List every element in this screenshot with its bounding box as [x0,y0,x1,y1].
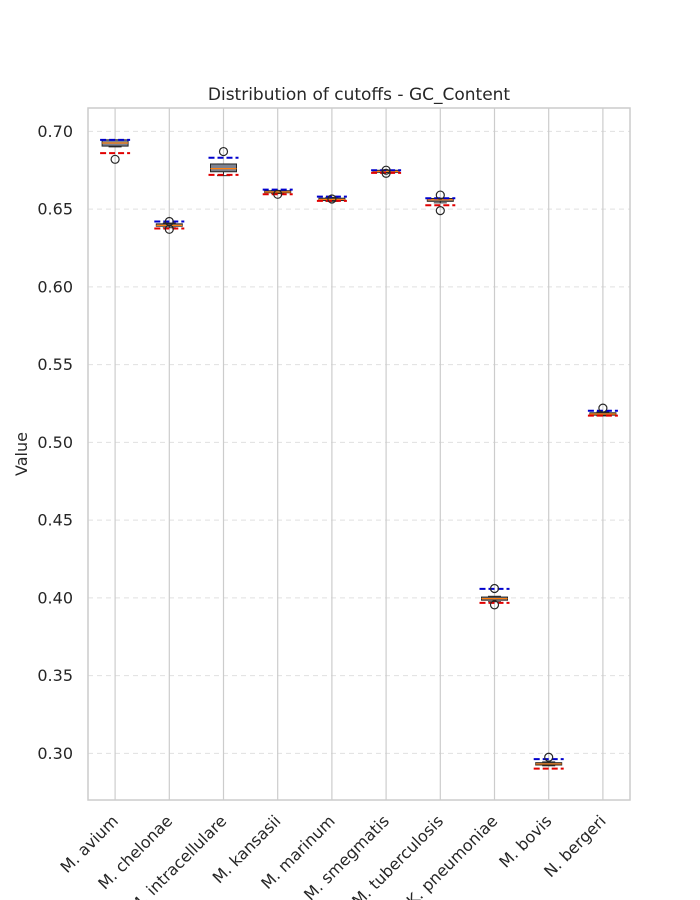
box-group [479,583,510,610]
outlier-point [110,154,120,164]
data-layer [100,138,618,770]
outlier-point [381,165,391,175]
outlier-point [435,190,445,200]
box-group [316,194,347,204]
outlier-point [489,600,500,610]
y-tick-label: 0.65 [37,200,73,219]
box-group [425,190,456,216]
y-tick-label: 0.30 [37,744,73,763]
y-tick-label: 0.40 [37,588,73,607]
y-tick-label: 0.60 [37,277,73,296]
plot-frame [87,107,631,801]
outlier-point [435,206,445,216]
y-axis-title: Value [12,432,31,476]
box-group [587,403,618,417]
y-tick-label: 0.45 [37,511,73,530]
box-group [154,216,185,234]
box-group [262,188,293,199]
outlier-point [273,189,283,199]
outlier-point [218,146,229,157]
outlier-point [381,168,391,178]
box-group [100,138,131,164]
box-group [208,146,239,177]
y-tick-label: 0.35 [37,666,73,685]
chart-title: Distribution of cutoffs - GC_Content [208,85,511,105]
y-tick-label: 0.70 [37,122,73,141]
outlier-point [164,224,174,234]
outlier-point [327,194,337,204]
outlier-point [598,403,608,413]
outlier-point [489,583,500,594]
box-group [371,165,402,178]
y-tick-label: 0.55 [37,355,73,374]
y-tick-label: 0.50 [37,433,73,452]
box [210,163,237,173]
outlier-point [544,752,554,762]
box-group [533,752,564,770]
